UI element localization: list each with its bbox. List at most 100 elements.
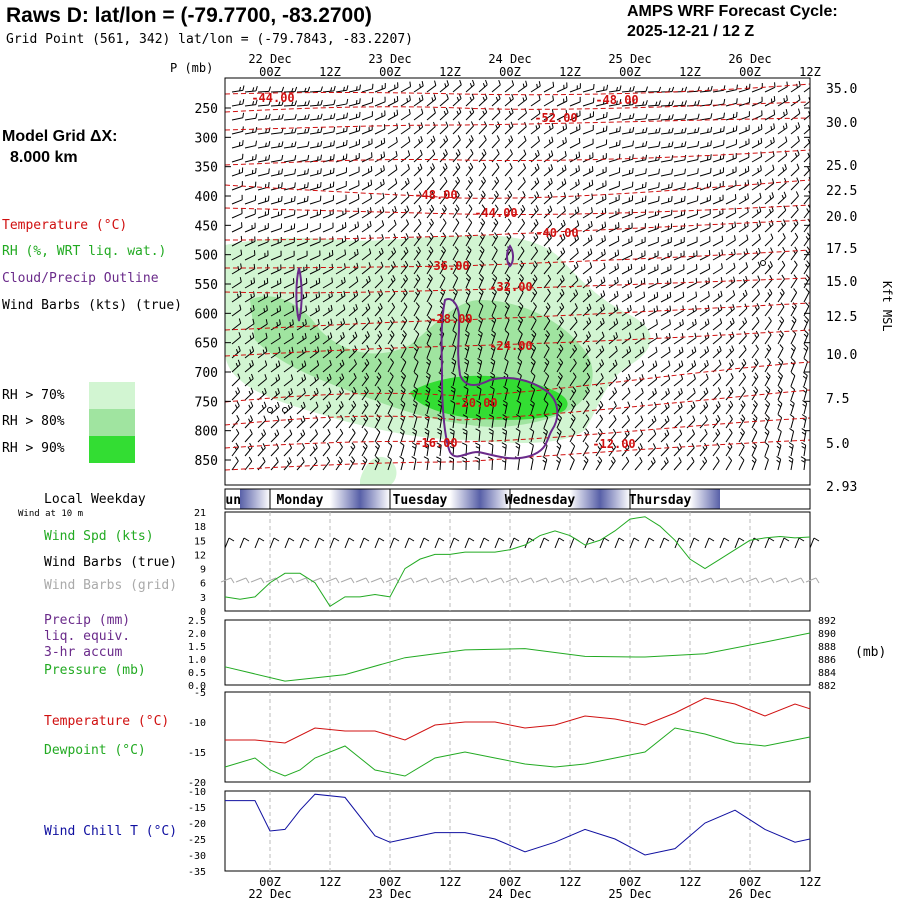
wind-barb	[725, 180, 737, 191]
wind-barb	[647, 127, 661, 135]
wind-barb	[322, 332, 333, 345]
wind-barb	[244, 305, 255, 317]
wind-barb	[530, 274, 538, 289]
wind-barb	[751, 178, 762, 191]
wind-barb	[504, 329, 510, 345]
wind-barb	[673, 360, 684, 373]
surface-wind-barb	[809, 537, 820, 549]
wind-barb	[374, 151, 386, 163]
wind-barb	[789, 414, 795, 429]
wind-barb	[478, 246, 485, 261]
wind-barb	[686, 277, 698, 289]
weekday-label: Local Weekday	[44, 492, 146, 507]
wind-barb	[647, 388, 657, 401]
wind-barb	[595, 112, 608, 121]
surface-wind-barb	[359, 537, 370, 549]
grid-wind-barb	[445, 577, 460, 584]
wind-barb	[309, 140, 323, 149]
wind-barb	[776, 442, 782, 457]
wind-barb	[556, 441, 562, 457]
wind-barb	[789, 399, 795, 415]
y-tick-label: 0	[200, 607, 206, 618]
wind-barb	[530, 205, 539, 219]
wind-barb	[543, 122, 554, 135]
top-time-tick: 00Z	[379, 65, 401, 79]
wind-barb	[283, 250, 295, 261]
dewpoint-line	[224, 727, 811, 777]
bottom-time-tick: 12Z	[319, 875, 341, 889]
wind-barb	[309, 250, 321, 261]
wind-barb	[686, 100, 700, 107]
wind-barb	[725, 345, 735, 359]
grid-point-label: Grid Point (561, 342) lat/lon = (-79.784…	[6, 32, 413, 47]
wind-barb	[436, 442, 442, 457]
wind-barb	[660, 346, 671, 359]
wind-barb	[738, 331, 747, 345]
wind-barb	[530, 330, 537, 345]
wind-barb	[231, 414, 240, 429]
wind-barb	[504, 107, 514, 121]
y-tick-label: 15	[194, 536, 206, 547]
wind-barb	[322, 126, 336, 135]
wind-barb	[803, 218, 810, 233]
wind-barb	[608, 345, 618, 359]
wind-barb	[439, 93, 449, 107]
wind-barb	[803, 330, 809, 345]
grid-wind-barb	[580, 577, 595, 584]
wind-barb	[504, 204, 512, 219]
wind-barb	[387, 247, 397, 261]
wind-barb	[449, 428, 455, 443]
wind-barb	[764, 164, 775, 177]
wind-barb	[595, 235, 606, 247]
wind-barb	[335, 456, 343, 471]
wind-barb	[322, 181, 335, 191]
wind-barb	[634, 387, 644, 401]
surface-wind-barb	[659, 537, 670, 549]
precip-tick-label: 2.0	[188, 629, 206, 640]
wind-barb	[348, 373, 357, 387]
wind-barb	[582, 386, 590, 401]
wind-barb	[634, 305, 645, 317]
grid-wind-barb	[460, 577, 475, 584]
wind-barb	[452, 149, 461, 163]
wind-barb	[244, 222, 256, 233]
wind-barb	[712, 181, 724, 191]
wind-barb	[789, 428, 795, 443]
wind-barb	[673, 305, 685, 317]
wind-barb	[686, 305, 697, 317]
temperature-labels: -44.00 -48.00 -52.00 -48.00 -44.00 -40.00 -36.…	[251, 91, 638, 451]
wind-barb	[751, 372, 759, 387]
wind-barb	[621, 126, 635, 135]
wind-barb	[451, 358, 457, 373]
wind-barb	[686, 113, 700, 121]
wind-barb	[790, 274, 798, 289]
wind-barb	[738, 400, 746, 415]
wind-barb	[790, 260, 798, 275]
wind-barb	[621, 318, 632, 331]
wind-barb	[608, 140, 621, 149]
wind-barb	[374, 303, 383, 317]
temperature-contour-label: -48.00	[414, 188, 457, 202]
wind-barb	[348, 111, 361, 121]
wind-barb	[231, 456, 239, 471]
wind-barb	[647, 100, 661, 107]
wind-barb	[647, 305, 659, 317]
wind-barb	[452, 93, 462, 107]
wind-barb	[244, 442, 253, 457]
wind-barb	[788, 442, 794, 457]
wind-barb	[660, 155, 674, 163]
pressure-tick: 450	[195, 219, 218, 234]
wind-barb	[423, 456, 429, 471]
wind-barb	[452, 190, 460, 205]
surface-wind-barb	[779, 537, 790, 549]
y-tick-label: -35	[188, 867, 206, 878]
label-temperature: Temperature (°C)	[44, 714, 170, 729]
temperature-contour-label: -44.00	[474, 206, 517, 220]
pressure-axis: 250 300 350 400 450 500 550 600 650 700 750 800 850	[195, 102, 810, 469]
wind-barb	[309, 429, 318, 443]
wind-barb	[452, 79, 462, 93]
weekday-name: Wednesday	[505, 493, 576, 508]
wind-barb	[322, 85, 336, 93]
grid-wind-barb	[565, 577, 580, 584]
wind-barb	[543, 358, 550, 373]
